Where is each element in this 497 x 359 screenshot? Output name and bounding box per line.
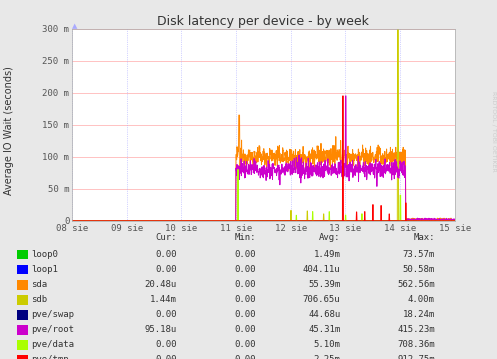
Text: 562.56m: 562.56m [397, 280, 435, 289]
Text: 0.00: 0.00 [235, 295, 256, 304]
Text: 0.00: 0.00 [235, 280, 256, 289]
Text: sdb: sdb [31, 295, 47, 304]
Text: 415.23m: 415.23m [397, 325, 435, 334]
Text: 0.00: 0.00 [155, 250, 176, 259]
Text: 4.00m: 4.00m [408, 295, 435, 304]
Text: 0.00: 0.00 [235, 265, 256, 274]
Text: 0.00: 0.00 [155, 355, 176, 359]
Text: pve/tmp: pve/tmp [31, 355, 69, 359]
FancyBboxPatch shape [17, 355, 28, 359]
Text: 73.57m: 73.57m [403, 250, 435, 259]
Text: pve/swap: pve/swap [31, 310, 75, 319]
FancyBboxPatch shape [17, 265, 28, 275]
Text: pve/root: pve/root [31, 325, 75, 334]
Text: 1.49m: 1.49m [314, 250, 340, 259]
Text: 0.00: 0.00 [155, 310, 176, 319]
Text: Min:: Min: [235, 233, 256, 242]
Text: Max:: Max: [414, 233, 435, 242]
Text: Average IO Wait (seconds): Average IO Wait (seconds) [4, 67, 14, 195]
FancyBboxPatch shape [17, 280, 28, 290]
Text: 55.39m: 55.39m [308, 280, 340, 289]
FancyBboxPatch shape [17, 310, 28, 320]
FancyBboxPatch shape [17, 325, 28, 335]
Text: 44.68u: 44.68u [308, 310, 340, 319]
Text: RRDTOOL / TOBI OETIKER: RRDTOOL / TOBI OETIKER [491, 91, 496, 171]
Text: 45.31m: 45.31m [308, 325, 340, 334]
Text: 912.75m: 912.75m [397, 355, 435, 359]
Text: 0.00: 0.00 [235, 250, 256, 259]
Text: loop0: loop0 [31, 250, 58, 259]
Text: sda: sda [31, 280, 47, 289]
Title: Disk latency per device - by week: Disk latency per device - by week [158, 15, 369, 28]
FancyBboxPatch shape [17, 340, 28, 350]
Text: 5.10m: 5.10m [314, 340, 340, 349]
Text: 0.00: 0.00 [155, 265, 176, 274]
Text: 18.24m: 18.24m [403, 310, 435, 319]
Text: 50.58m: 50.58m [403, 265, 435, 274]
Text: Avg:: Avg: [319, 233, 340, 242]
Text: 0.00: 0.00 [235, 355, 256, 359]
Text: 708.36m: 708.36m [397, 340, 435, 349]
Text: 0.00: 0.00 [235, 340, 256, 349]
Text: 2.25m: 2.25m [314, 355, 340, 359]
Text: 0.00: 0.00 [235, 325, 256, 334]
Text: 706.65u: 706.65u [303, 295, 340, 304]
Text: 1.44m: 1.44m [150, 295, 176, 304]
Text: 0.00: 0.00 [155, 340, 176, 349]
Text: 0.00: 0.00 [235, 310, 256, 319]
Text: loop1: loop1 [31, 265, 58, 274]
Text: ▲: ▲ [72, 23, 78, 29]
Text: Cur:: Cur: [155, 233, 176, 242]
FancyBboxPatch shape [17, 295, 28, 305]
Text: 95.18u: 95.18u [144, 325, 176, 334]
Text: pve/data: pve/data [31, 340, 75, 349]
Text: 404.11u: 404.11u [303, 265, 340, 274]
FancyBboxPatch shape [17, 250, 28, 260]
Text: 20.48u: 20.48u [144, 280, 176, 289]
